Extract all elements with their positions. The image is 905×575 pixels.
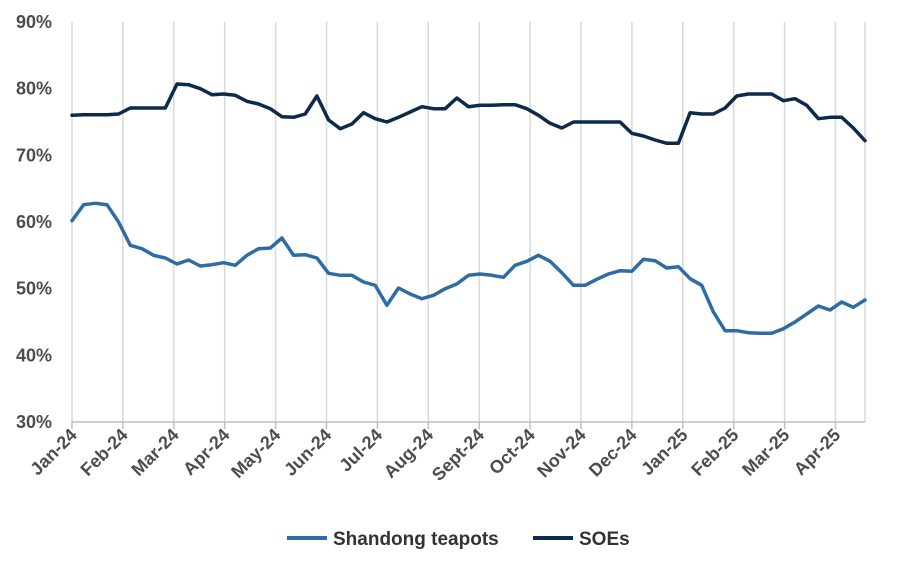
- legend-label: SOEs: [579, 529, 630, 550]
- y-tick-label: 40%: [16, 345, 52, 365]
- x-tick-label: Dec-24: [585, 425, 641, 481]
- series-line-shandong-teapots: [70, 201, 867, 336]
- x-tick-label: Apr-25: [790, 425, 844, 479]
- x-tick-label: Jun-24: [280, 425, 335, 480]
- legend: Shandong teapots SOEs: [287, 529, 630, 550]
- axes: [71, 421, 865, 429]
- x-tick-label: Feb-24: [77, 425, 132, 480]
- y-tick-label: 80%: [16, 79, 52, 99]
- y-tick-label: 70%: [16, 145, 52, 165]
- y-tick-label: 50%: [16, 279, 52, 299]
- x-tick-label: Aug-24: [380, 425, 437, 482]
- x-tick-label: Jan-24: [26, 425, 80, 479]
- x-tick-label: Mar-24: [127, 425, 182, 480]
- x-tick-label: Nov-24: [533, 425, 590, 482]
- x-tick-label: Apr-24: [179, 425, 233, 479]
- series-lines: [70, 82, 867, 336]
- x-tick-label: Oct-24: [485, 425, 539, 479]
- x-tick-label: Mar-25: [738, 425, 793, 480]
- grid-lines: [71, 22, 866, 422]
- x-tick-label: May-24: [227, 425, 284, 482]
- y-tick-labels: 30% 40% 50% 60% 70% 80% 90%: [16, 12, 52, 432]
- x-tick-label: Sept-24: [428, 425, 488, 485]
- y-tick-label: 60%: [16, 212, 52, 232]
- x-tick-label: Jan-25: [637, 425, 691, 479]
- y-tick-label: 90%: [16, 12, 52, 32]
- x-tick-label: Feb-25: [687, 425, 742, 480]
- x-tick-label: Jul-24: [335, 425, 386, 476]
- series-line-soes: [70, 82, 867, 146]
- legend-label: Shandong teapots: [333, 529, 499, 550]
- y-tick-label: 30%: [16, 412, 52, 432]
